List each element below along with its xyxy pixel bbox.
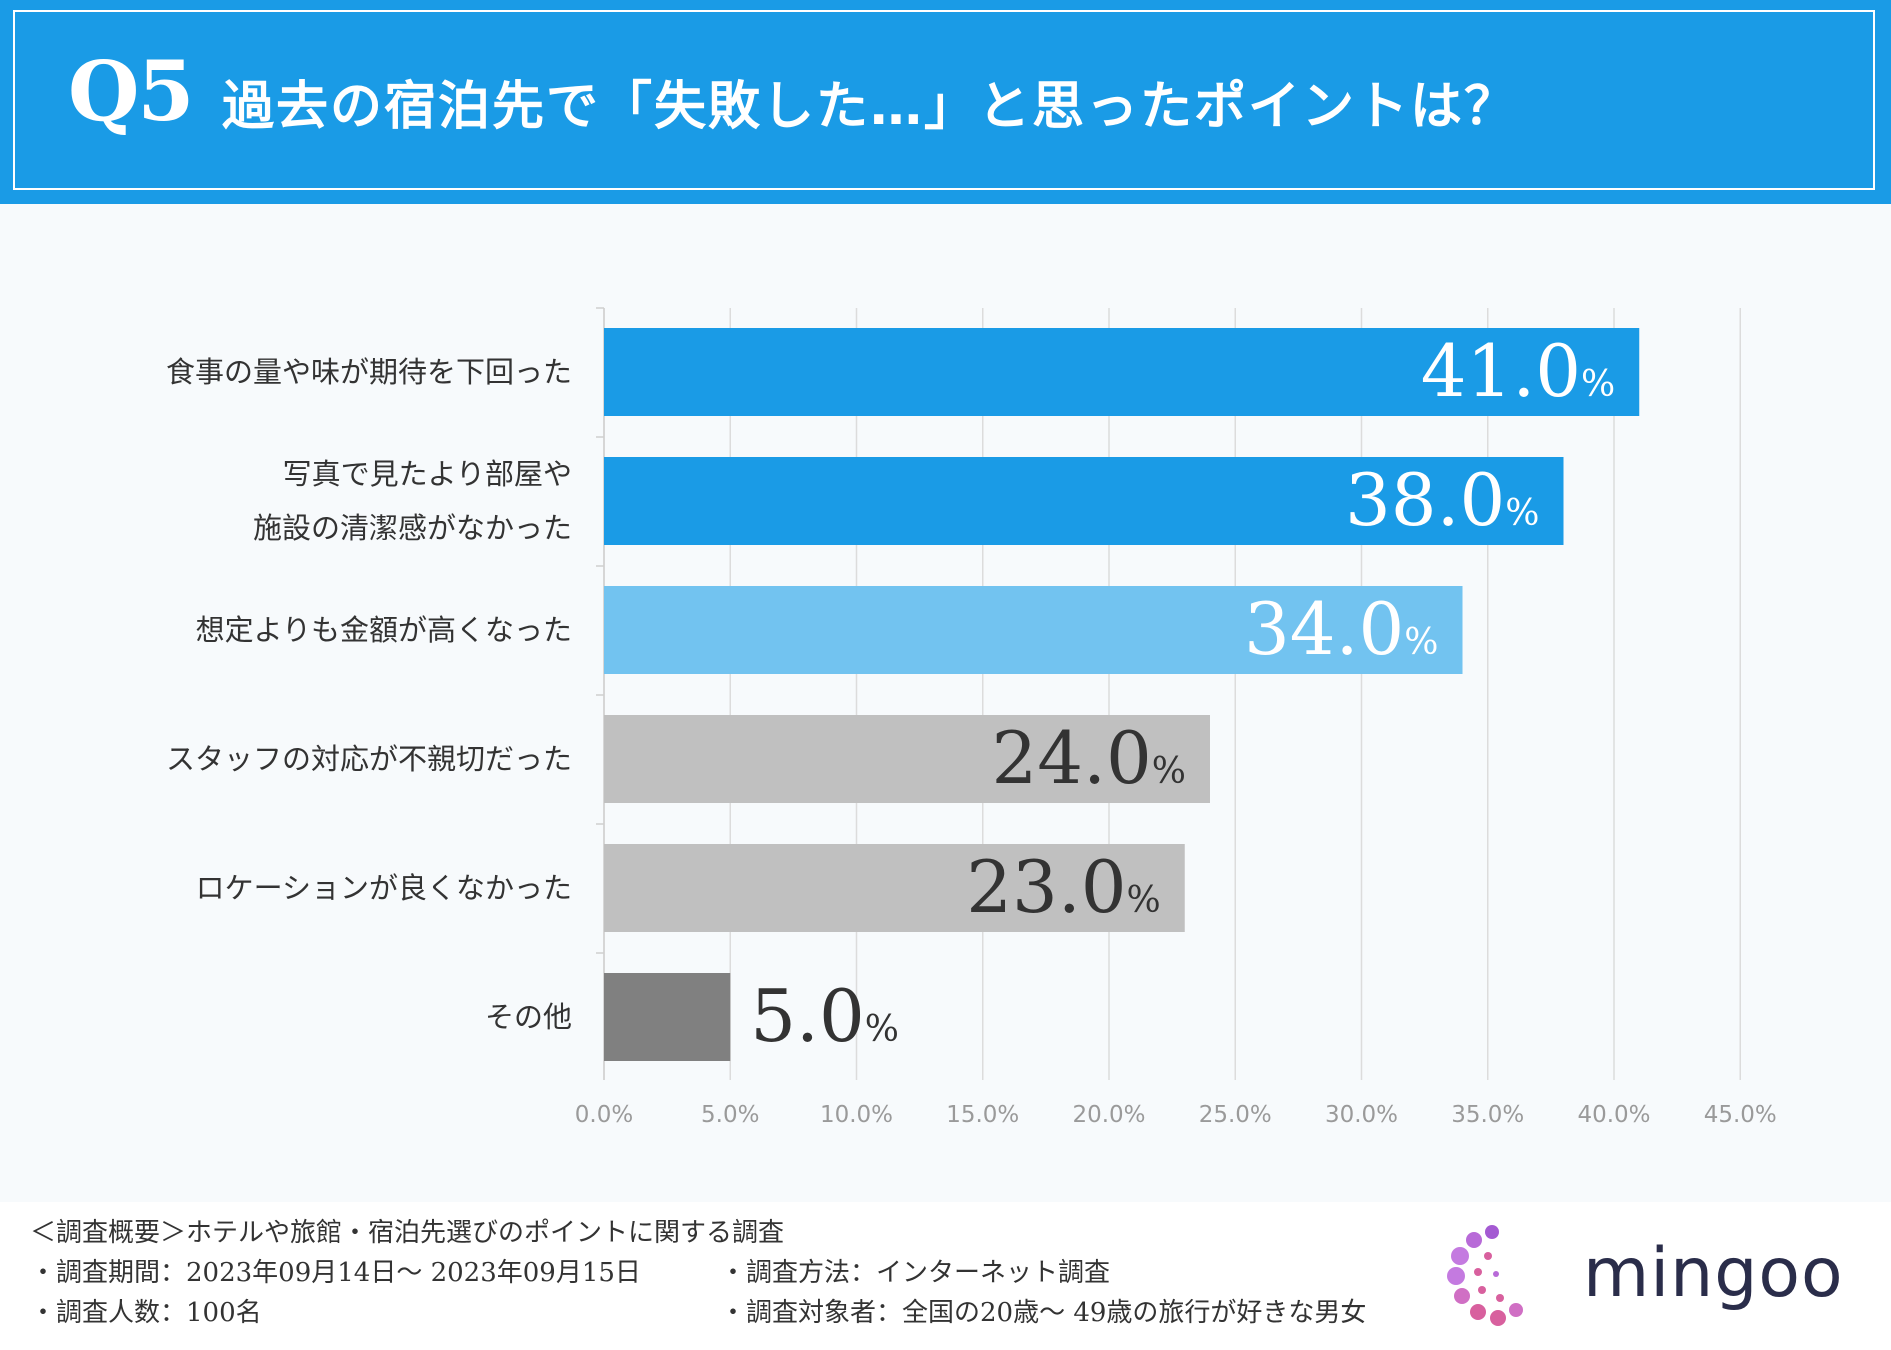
bar <box>604 586 1463 674</box>
bar <box>604 328 1640 416</box>
bar <box>604 973 731 1061</box>
x-tick-label: 0.0% <box>575 1102 633 1128</box>
question-title: 過去の宿泊先で「失敗した…」と思ったポイントは？ <box>222 77 1519 137</box>
bar <box>604 844 1185 932</box>
survey-method: ・調査方法：インターネット調査 <box>720 1258 1111 1288</box>
bar-value-label: 24.0% <box>991 716 1186 800</box>
x-tick-label: 10.0% <box>820 1102 893 1128</box>
header-banner: Q5 過去の宿泊先で「失敗した…」と思ったポイントは？ <box>0 0 1891 204</box>
logo-wordmark: mingoo <box>1583 1234 1844 1313</box>
x-tick-label: 35.0% <box>1451 1102 1524 1128</box>
logo-mark-icon <box>1447 1225 1523 1326</box>
x-tick-label: 40.0% <box>1577 1102 1650 1128</box>
category-label: 写真で見たより部屋や <box>283 457 572 491</box>
survey-target: ・調査対象者：全国の20歳〜 49歳の旅行が好きな男女 <box>720 1298 1367 1328</box>
category-label: ロケーションが良くなかった <box>196 871 572 905</box>
x-tick-label: 45.0% <box>1704 1102 1777 1128</box>
bar-chart: 41.0% 38.0% 34.0% 24.0% 23.0% 5.0% 食事の量や味が期待を… <box>166 307 1777 1128</box>
survey-respondents: ・調査人数：100名 <box>30 1298 262 1328</box>
x-tick-label: 15.0% <box>946 1102 1019 1128</box>
question-number: Q5 <box>68 44 194 140</box>
x-tick-label: 5.0% <box>701 1102 759 1128</box>
x-tick-label: 25.0% <box>1199 1102 1272 1128</box>
bar-value-label: 5.0% <box>750 974 899 1058</box>
bar <box>604 715 1210 803</box>
bar <box>604 457 1564 545</box>
bar-value-label: 23.0% <box>966 845 1161 929</box>
mingoo-logo: mingoo <box>1430 1210 1891 1350</box>
x-tick-label: 30.0% <box>1325 1102 1398 1128</box>
bar-value-label: 38.0% <box>1345 458 1540 542</box>
bar-value-label: 41.0% <box>1421 329 1616 413</box>
category-label: 想定よりも金額が高くなった <box>196 613 572 647</box>
category-label: 食事の量や味が期待を下回った <box>166 355 572 389</box>
x-tick-label: 20.0% <box>1072 1102 1145 1128</box>
bar-value-label: 34.0% <box>1244 587 1439 671</box>
survey-summary-title: ＜調査概要＞ホテルや旅館・宿泊先選びのポイントに関する調査 <box>30 1218 785 1248</box>
category-label: 施設の清潔感がなかった <box>253 511 572 545</box>
category-label: スタッフの対応が不親切だった <box>166 742 572 776</box>
survey-period: ・調査期間：2023年09月14日〜 2023年09月15日 <box>30 1258 641 1288</box>
header-frame <box>13 10 1875 190</box>
category-label: その他 <box>485 1000 572 1034</box>
